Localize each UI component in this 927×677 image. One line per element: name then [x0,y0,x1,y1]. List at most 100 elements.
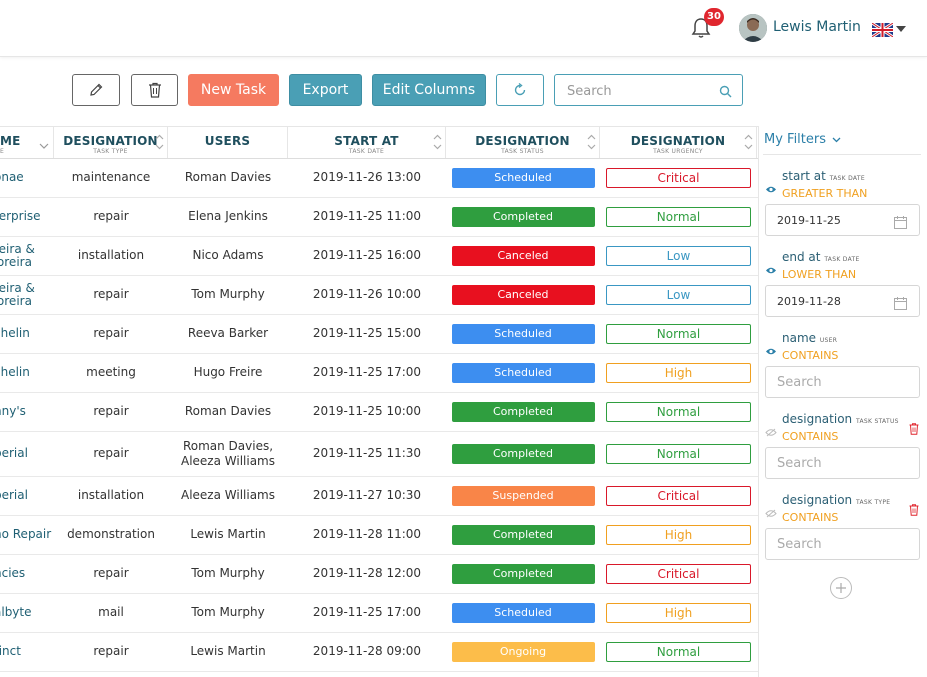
task-users: Nico Adams [192,248,264,262]
column-subtitle: TASK URGENCY [653,148,703,155]
filter-date-input[interactable]: 2019-11-28 [765,285,920,317]
notification-count-badge: 30 [704,8,724,26]
column-header[interactable]: START AT TASK DATE [288,127,446,158]
task-name-link[interactable]: ncies [0,566,26,580]
calendar-icon[interactable] [894,214,907,233]
sort-icon[interactable] [587,133,596,155]
search-field[interactable] [554,74,743,106]
task-start-date: 2019-11-28 11:00 [312,527,422,541]
eye-off-icon[interactable] [765,422,777,441]
table-row[interactable]: tinct repair Lewis Martin 2019-11-28 09:00 O… [0,632,758,672]
refresh-icon [514,82,526,96]
task-name-link[interactable]: reira & oreira [0,280,35,308]
cell-start: 2019-11-25 16:00 [288,236,446,275]
filter-operator[interactable]: CONTAINS [782,349,839,362]
refresh-button[interactable] [496,74,544,106]
task-name-link[interactable]: terprise [0,209,41,223]
table-row[interactable]: nny's repair Roman Davies 2019-11-25 10:00 C… [0,392,758,432]
cell-start: 2019-11-25 10:00 [288,392,446,431]
chevron-down-icon[interactable] [39,135,49,154]
table-row[interactable]: onae maintenance Roman Davies 2019-11-26 13… [0,158,758,198]
table-row[interactable]: ncies repair Tom Murphy 2019-11-28 12:00 Com… [0,554,758,594]
search-input[interactable] [565,81,709,101]
cell-status: Scheduled [446,353,600,392]
delete-button[interactable] [131,74,178,106]
cell-users: Tom Murphy [168,275,288,314]
table-row[interactable]: reira & oreira repair Tom Murphy 2019-11-26… [0,275,758,315]
new-task-button[interactable]: New Task [188,74,279,106]
task-name-link[interactable]: onae [0,170,24,184]
user-avatar[interactable] [739,14,767,42]
column-header[interactable]: DESIGNATION TASK STATUS [446,127,600,158]
cell-name: reira & oreira [0,236,54,275]
filter-operator[interactable]: GREATER THAN [782,187,868,200]
table-row[interactable]: terprise repair Elena Jenkins 2019-11-25 11… [0,197,758,237]
table-row[interactable]: perial repair Roman Davies, Aleeza William… [0,431,758,477]
filter-search-input[interactable]: Search [765,528,920,560]
trash-icon[interactable] [909,501,919,520]
uk-flag-icon[interactable] [871,21,894,39]
search-icon[interactable] [719,83,732,102]
filter-search-input[interactable]: Search [765,447,920,479]
cell-users: Roman Davies [168,158,288,197]
task-name-link[interactable]: nny's [0,404,26,418]
sort-icon[interactable] [744,133,753,155]
table-row[interactable]: chelin repair Reeva Barker 2019-11-25 15:00… [0,314,758,354]
task-name-link[interactable]: perial [0,488,28,502]
status-badge: Canceled [451,284,595,305]
edit-columns-button[interactable]: Edit Columns [372,74,486,106]
status-badge: Scheduled [451,602,595,623]
filter-operator[interactable]: CONTAINS [782,430,839,443]
filter-operator[interactable]: CONTAINS [782,511,839,524]
cell-status: Completed [446,515,600,554]
eye-icon[interactable] [765,260,777,279]
calendar-icon[interactable] [894,295,907,314]
eye-icon[interactable] [765,179,777,198]
filter-date-input[interactable]: 2019-11-25 [765,204,920,236]
task-name-link[interactable]: reira & oreira [0,241,35,269]
status-badge: Completed [451,563,595,584]
sort-icon[interactable] [155,133,164,155]
cell-start: 2019-11-27 10:30 [288,476,446,515]
eye-icon[interactable] [765,341,777,360]
task-name-link[interactable]: chelin [0,365,30,379]
table-row[interactable]: no Repair demonstration Lewis Martin 2019-1… [0,515,758,555]
column-header[interactable]: DESIGNATION TASK TYPE [54,127,168,158]
task-users: Elena Jenkins [188,209,268,223]
urgency-badge: Critical [606,563,751,584]
language-dropdown-icon[interactable] [896,26,906,32]
task-name-link[interactable]: perial [0,446,28,460]
filter-placeholder: Search [777,537,822,552]
task-name-link[interactable]: chelin [0,326,30,340]
sort-icon[interactable] [433,133,442,155]
export-button[interactable]: Export [289,74,362,106]
column-header[interactable]: DESIGNATION TASK URGENCY [600,127,757,158]
filter-operator[interactable]: LOWER THAN [782,268,857,281]
cell-name: tinct [0,632,54,671]
task-name-link[interactable]: tinct [0,644,21,658]
task-start-date: 2019-11-27 10:30 [312,488,422,502]
trash-icon[interactable] [909,420,919,439]
table-row[interactable]: albyte mail Tom Murphy 2019-11-25 17:00 Sche… [0,593,758,633]
table-row[interactable]: reira & oreira installation Nico Adams 2019… [0,236,758,276]
filter-search-input[interactable]: Search [765,366,920,398]
cell-name: albyte [0,593,54,632]
table-row[interactable]: chelin meeting Hugo Freire 2019-11-25 17:00… [0,353,758,393]
urgency-badge: Normal [606,401,751,422]
column-header[interactable]: USERS [168,127,288,158]
cell-type: repair [54,431,168,476]
add-filter-button[interactable] [830,577,852,599]
eye-off-icon[interactable] [765,503,777,522]
cell-start: 2019-11-25 11:30 [288,431,446,476]
task-name-link[interactable]: no Repair [0,527,52,541]
edit-button[interactable] [72,74,120,106]
user-name[interactable]: Lewis Martin [773,19,861,35]
cell-users: Tom Murphy [168,554,288,593]
column-header[interactable]: ME E [0,127,54,158]
my-filters-toggle[interactable]: My Filters [764,132,841,147]
task-name-link[interactable]: albyte [0,605,32,619]
task-start-date: 2019-11-25 16:00 [312,248,422,262]
cell-start: 2019-11-25 15:00 [288,314,446,353]
cell-status: Completed [446,554,600,593]
table-row[interactable]: perial installation Aleeza Williams 2019-11… [0,476,758,516]
